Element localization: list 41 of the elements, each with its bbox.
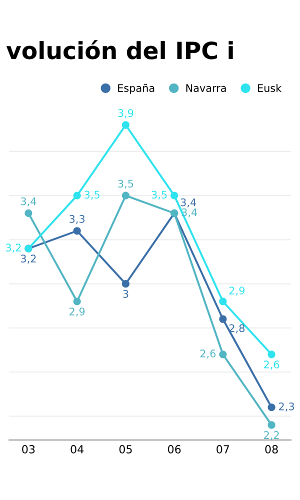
point — [219, 350, 227, 358]
data-label: 2,2 — [264, 431, 279, 440]
data-label: 2,9 — [70, 308, 85, 317]
point — [219, 298, 227, 306]
x-tick-label: 05 — [119, 445, 132, 454]
data-label: 3,4 — [20, 197, 36, 206]
data-label: 2,9 — [229, 286, 244, 296]
legend-label: Eusk — [258, 84, 282, 92]
data-label: 2,3 — [279, 402, 294, 412]
point — [73, 227, 81, 235]
x-tick-label: 06 — [168, 445, 181, 454]
data-label: 2,6 — [200, 350, 216, 358]
x-tick-label: 03 — [22, 445, 35, 454]
point — [268, 421, 276, 429]
point — [122, 192, 130, 200]
point — [268, 350, 276, 358]
data-label: 3,5 — [118, 180, 134, 189]
x-tick-label: 07 — [216, 445, 230, 454]
point — [24, 209, 32, 218]
data-label: 3,5 — [152, 190, 167, 200]
point — [73, 298, 81, 306]
data-label: 3,2 — [6, 244, 21, 253]
point — [122, 280, 130, 288]
x-tick-label: 04 — [70, 445, 84, 454]
point — [73, 192, 81, 200]
point — [122, 121, 130, 129]
chart-title: volución del IPC i — [6, 40, 233, 60]
data-label: 3,4 — [180, 198, 196, 208]
data-label: 3,2 — [20, 254, 36, 264]
x-tick-label: 08 — [265, 445, 278, 454]
legend-label: España — [118, 84, 154, 94]
data-label: 3 — [123, 290, 128, 298]
point — [170, 192, 178, 200]
data-label: 3,5 — [84, 190, 100, 200]
point — [219, 315, 227, 323]
data-label: 3,3 — [70, 215, 85, 224]
point — [268, 404, 276, 412]
data-label: 2,6 — [264, 360, 280, 370]
data-label: 2,8 — [229, 324, 244, 334]
legend-label: Navarra — [186, 84, 226, 92]
data-label: 3,9 — [118, 109, 134, 118]
